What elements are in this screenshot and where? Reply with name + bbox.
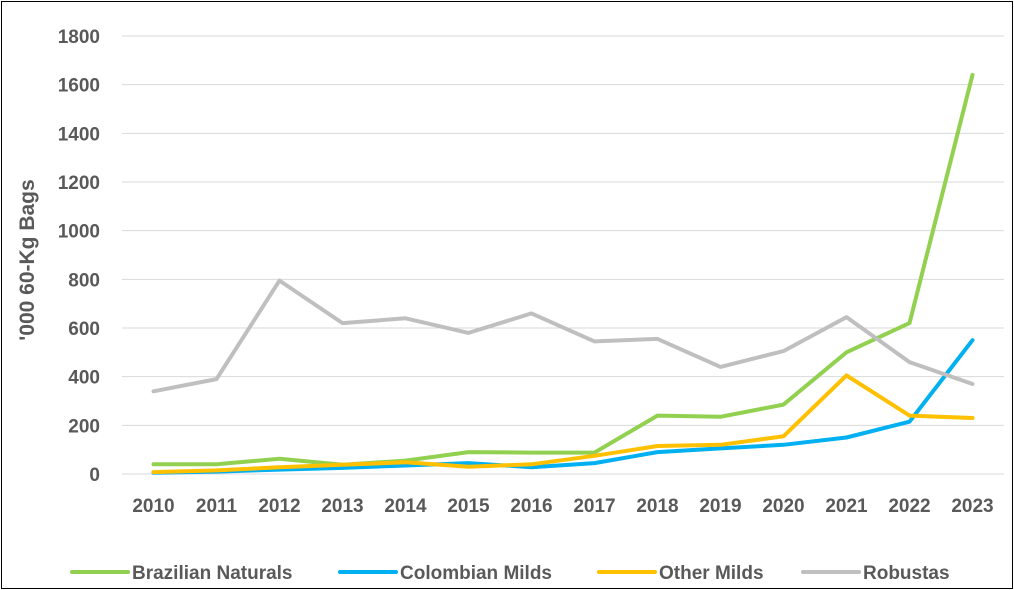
y-tick-label: 0 xyxy=(89,465,100,486)
y-tick-label: 1600 xyxy=(58,76,100,97)
x-tick-label: 2016 xyxy=(510,496,552,517)
legend-label-robustas: Robustas xyxy=(863,563,950,584)
y-tick-label: 1400 xyxy=(58,124,100,145)
y-tick-label: 1000 xyxy=(58,222,100,243)
gridlines xyxy=(122,35,1004,475)
series-lines xyxy=(151,72,975,475)
x-tick-label: 2014 xyxy=(384,496,427,517)
series-line-other-milds xyxy=(151,373,975,475)
y-axis-label: '000 60-Kg Bags xyxy=(16,179,39,340)
x-tick-label: 2012 xyxy=(258,496,300,517)
y-axis-ticks: 0 200 400 600 800 1000 1200 1400 1600 1800 xyxy=(58,27,100,486)
y-tick-label: 600 xyxy=(68,319,100,340)
x-tick-label: 2019 xyxy=(699,496,741,517)
x-tick-label: 2018 xyxy=(636,496,678,517)
series-line-brazilian-naturals xyxy=(151,72,975,467)
y-tick-label: 200 xyxy=(68,416,100,437)
y-tick-label: 1200 xyxy=(58,173,100,194)
legend-label-other-milds: Other Milds xyxy=(659,563,764,584)
x-tick-label: 2011 xyxy=(196,496,238,517)
x-tick-label: 2023 xyxy=(951,496,993,517)
y-tick-label: 400 xyxy=(68,368,100,389)
x-tick-label: 2015 xyxy=(447,496,490,517)
series-line-colombian-milds xyxy=(151,338,975,475)
x-tick-label: 2013 xyxy=(321,496,363,517)
x-tick-label: 2021 xyxy=(825,496,868,517)
x-tick-label: 2020 xyxy=(762,496,804,517)
legend-label-colombian-milds: Colombian Milds xyxy=(400,563,552,584)
x-tick-label: 2017 xyxy=(573,496,615,517)
y-tick-label: 1800 xyxy=(58,27,100,48)
y-tick-label: 800 xyxy=(68,270,100,291)
x-tick-label: 2022 xyxy=(888,496,930,517)
legend-label-brazilian-naturals: Brazilian Naturals xyxy=(132,563,293,584)
legend: Brazilian Naturals Colombian Milds Other M… xyxy=(70,563,950,584)
x-axis-ticks: 2010 2011 2012 2013 2014 2015 2016 2017 2018 2019… xyxy=(132,496,993,517)
x-tick-label: 2010 xyxy=(132,496,174,517)
series-line-robustas xyxy=(151,278,975,394)
